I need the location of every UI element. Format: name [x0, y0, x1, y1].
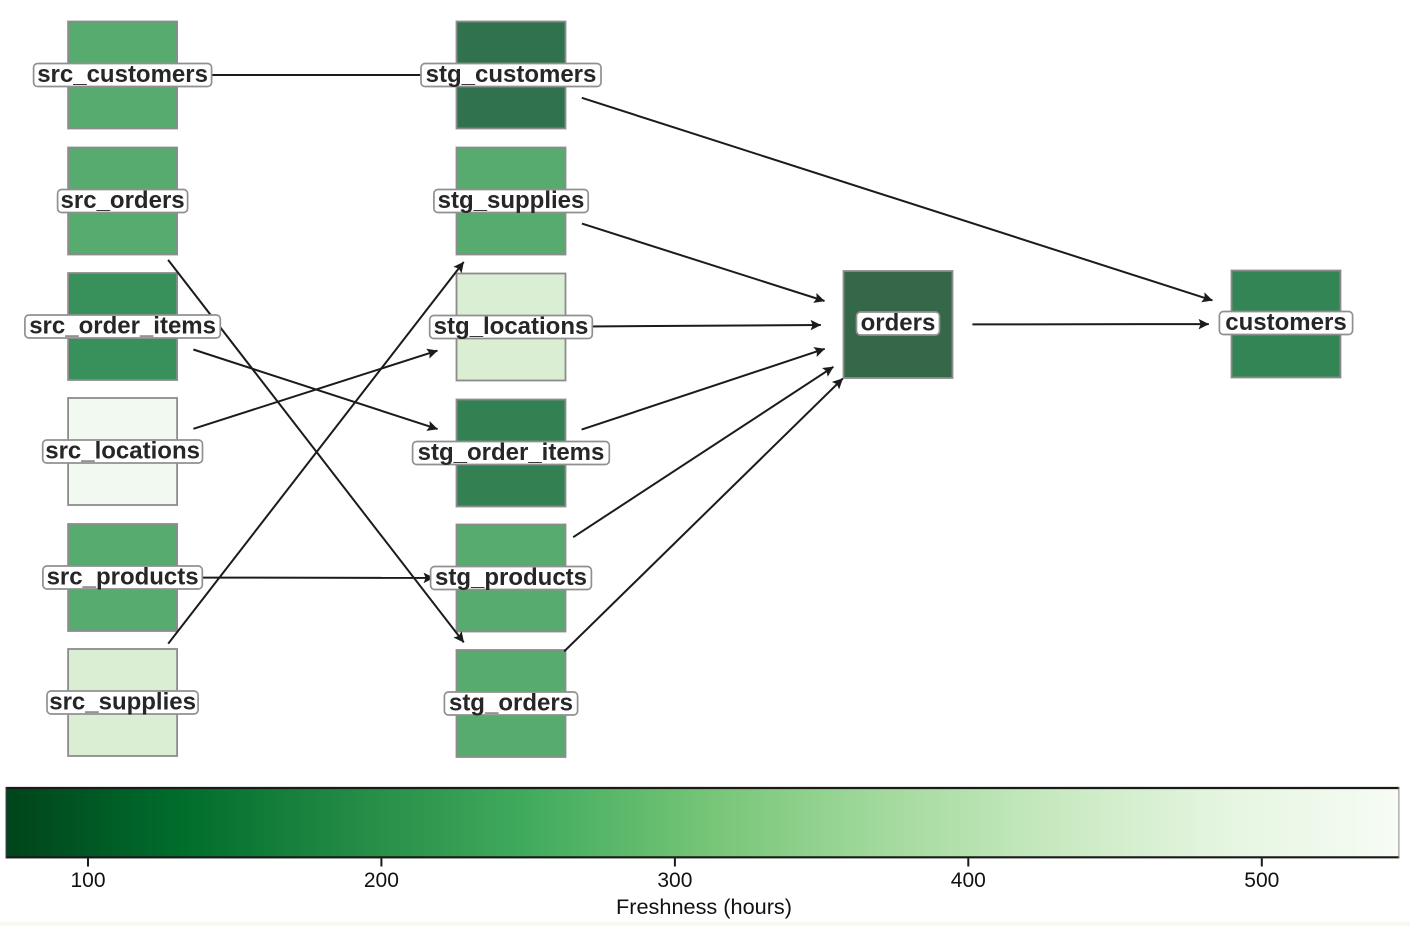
svg-text:src_products: src_products: [47, 564, 199, 591]
svg-text:src_locations: src_locations: [45, 438, 200, 465]
svg-text:500: 500: [1244, 869, 1279, 892]
svg-text:300: 300: [657, 869, 692, 892]
svg-text:200: 200: [364, 869, 399, 892]
svg-text:customers: customers: [1225, 309, 1346, 336]
svg-text:stg_order_items: stg_order_items: [418, 439, 605, 466]
svg-text:orders: orders: [861, 310, 936, 337]
svg-text:stg_customers: stg_customers: [426, 61, 597, 88]
svg-text:Freshness (hours): Freshness (hours): [616, 894, 792, 919]
svg-text:src_customers: src_customers: [37, 61, 208, 88]
svg-text:100: 100: [70, 869, 105, 892]
svg-text:stg_orders: stg_orders: [449, 690, 573, 717]
svg-text:stg_locations: stg_locations: [434, 313, 589, 340]
svg-text:stg_supplies: stg_supplies: [438, 187, 585, 214]
svg-text:src_supplies: src_supplies: [49, 689, 196, 716]
svg-text:src_orders: src_orders: [61, 187, 185, 214]
svg-text:stg_products: stg_products: [435, 564, 587, 591]
svg-text:src_order_items: src_order_items: [29, 313, 216, 340]
svg-text:400: 400: [951, 869, 986, 892]
